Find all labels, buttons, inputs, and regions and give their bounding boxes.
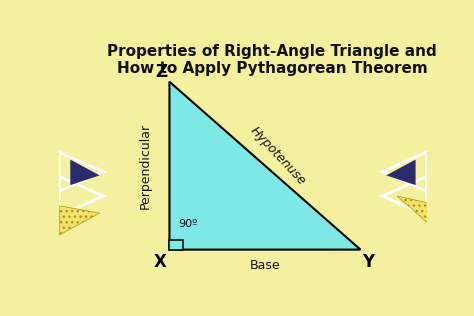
Text: Perpendicular: Perpendicular	[139, 123, 152, 209]
Polygon shape	[386, 160, 416, 185]
Text: Y: Y	[362, 253, 374, 271]
Text: 90º: 90º	[179, 219, 198, 229]
Text: Base: Base	[250, 259, 280, 272]
Polygon shape	[397, 196, 430, 225]
Text: Properties of Right-Angle Triangle and
How to Apply Pythagorean Theorem: Properties of Right-Angle Triangle and H…	[108, 44, 437, 76]
Text: Hypotenuse: Hypotenuse	[247, 124, 308, 188]
Text: Z: Z	[155, 63, 167, 81]
Bar	[169, 240, 183, 250]
Text: X: X	[154, 253, 167, 271]
Polygon shape	[59, 206, 100, 235]
Polygon shape	[70, 160, 100, 185]
Polygon shape	[169, 82, 360, 250]
